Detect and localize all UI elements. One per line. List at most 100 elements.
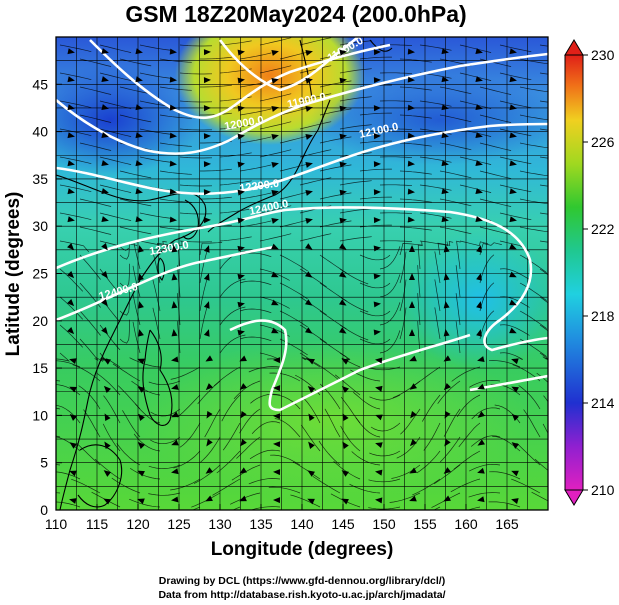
wind-arrowhead: [101, 132, 109, 138]
streamline: [339, 236, 372, 242]
streamline: [279, 310, 308, 328]
streamline: [539, 324, 548, 332]
wind-arrowhead: [237, 217, 245, 224]
streamline: [539, 268, 548, 276]
contour-label: 12200.0: [239, 178, 280, 195]
streamline: [259, 233, 292, 242]
streamline: [459, 184, 492, 193]
streamline: [423, 422, 441, 451]
wind-arrowhead: [271, 299, 279, 306]
wind-arrowhead: [271, 78, 279, 84]
streamline: [150, 408, 181, 417]
wind-arrowhead: [67, 216, 75, 223]
streamline: [200, 56, 232, 60]
wind-arrowhead: [375, 385, 383, 392]
wind-arrowhead: [511, 442, 519, 449]
streamline: [453, 450, 481, 470]
wind-arrowhead: [67, 132, 75, 139]
wind-arrowhead: [67, 48, 75, 55]
wind-arrowhead: [339, 243, 347, 250]
streamline: [179, 72, 213, 75]
streamline: [259, 205, 292, 214]
streamline: [119, 319, 130, 344]
streamline: [479, 198, 512, 207]
wind-arrowhead: [375, 442, 383, 449]
streamline: [99, 44, 132, 53]
x-tick-label: 160: [454, 516, 478, 532]
streamline: [379, 184, 413, 187]
wind-arrowhead: [509, 327, 517, 334]
wind-arrowhead: [101, 188, 109, 194]
streamline: [399, 86, 432, 91]
streamline: [279, 254, 308, 272]
contour-12400-b: [229, 319, 471, 412]
wind-arrowhead: [138, 245, 144, 253]
wind-arrowhead: [203, 77, 211, 84]
streamline: [130, 468, 161, 480]
wind-arrowhead: [409, 439, 417, 447]
wind-arrowhead: [237, 77, 245, 84]
streamline: [543, 395, 548, 403]
streamline: [479, 142, 512, 151]
wind-arrowhead: [237, 329, 245, 336]
wind-arrowhead: [171, 329, 178, 337]
streamline: [319, 136, 352, 144]
streamline: [200, 436, 221, 463]
streamline: [71, 478, 101, 494]
wind-arrowhead: [477, 496, 485, 503]
plot-area: 12400.012200.012100.012000.011900.011800…: [56, 37, 548, 510]
wind-arrowhead: [407, 48, 415, 55]
streamline: [379, 330, 401, 354]
streamline: [523, 409, 541, 438]
colorbar-tick-label: 226: [591, 134, 615, 150]
wind-arrowhead: [373, 133, 381, 140]
streamline: [179, 156, 213, 159]
wind-arrowhead: [341, 470, 349, 477]
streamline: [179, 128, 213, 131]
streamline: [437, 380, 461, 404]
streamline: [379, 72, 413, 75]
streamline: [119, 170, 152, 179]
streamline: [59, 128, 92, 137]
streamline: [122, 410, 141, 438]
streamline: [488, 501, 521, 508]
wind-arrowhead: [305, 327, 313, 334]
streamline: [339, 296, 369, 313]
streamline: [369, 450, 401, 457]
wind-arrowhead: [509, 216, 517, 223]
wind-arrowhead: [67, 104, 75, 111]
wind-arrowhead: [171, 245, 178, 253]
streamline: [379, 128, 413, 131]
wind-arrowhead: [373, 273, 381, 280]
streamline: [199, 251, 208, 284]
streamline: [239, 280, 272, 286]
wind-arrowhead: [203, 133, 211, 140]
wind-arrowhead: [169, 132, 177, 139]
streamline: [299, 37, 332, 46]
wind-arrowhead: [441, 160, 449, 167]
streamline: [129, 498, 161, 508]
streamline: [542, 356, 548, 361]
streamline: [399, 251, 407, 284]
wind-arrowhead: [509, 76, 517, 83]
chart-title: GSM 18Z20May2024 (200.0hPa): [125, 1, 466, 27]
streamline: [539, 240, 548, 243]
streamline: [417, 321, 421, 354]
wind-arrowhead: [375, 497, 383, 504]
colorbar-tick-label: 210: [591, 482, 615, 498]
wind-arrowhead: [237, 273, 245, 280]
wind-arrowhead: [203, 105, 211, 112]
wind-arrowhead: [137, 358, 145, 365]
streamline: [59, 240, 90, 253]
colorbar-top-arrow: [564, 39, 584, 56]
wind-arrowhead: [408, 245, 415, 253]
streamline: [259, 121, 292, 130]
streamline: [139, 72, 172, 79]
wind-arrowhead: [511, 470, 519, 477]
streamline: [391, 464, 421, 479]
wind-arrowhead: [509, 48, 517, 55]
streamline: [479, 86, 512, 95]
y-tick-label: 5: [40, 455, 48, 471]
wind-arrowhead: [138, 273, 144, 281]
streamline: [272, 394, 301, 410]
